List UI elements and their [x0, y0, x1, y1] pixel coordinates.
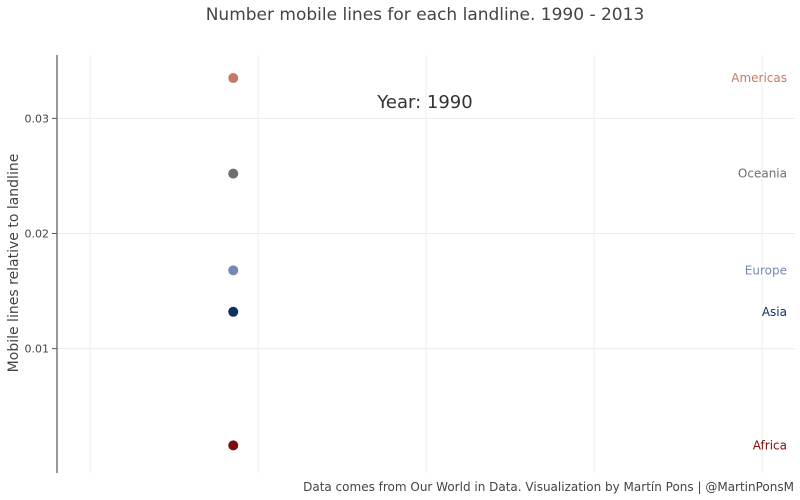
- y-tick-label-2: 0.03: [25, 112, 50, 125]
- series-label-africa: Africa: [753, 438, 787, 452]
- y-tick-label-1: 0.02: [25, 227, 50, 240]
- data-points: [228, 73, 239, 451]
- series-label-europe: Europe: [745, 263, 787, 277]
- gridlines: [57, 55, 795, 473]
- point-africa: [228, 440, 239, 451]
- series-label-asia: Asia: [762, 305, 787, 319]
- point-americas: [228, 73, 239, 84]
- series-label-oceania: Oceania: [738, 167, 787, 181]
- series-label-americas: Americas: [731, 71, 787, 85]
- point-europe: [228, 265, 239, 276]
- y-axis-label: Mobile lines relative to landline: [6, 154, 22, 373]
- series-labels: Americas Oceania Europe Asia Africa: [731, 71, 787, 452]
- chart-caption: Data comes from Our World in Data. Visua…: [303, 480, 794, 494]
- y-ticks: 0.01 0.02 0.03: [25, 112, 57, 356]
- point-asia: [228, 306, 239, 317]
- y-tick-label-0: 0.01: [25, 343, 50, 356]
- chart-title: Number mobile lines for each landline. 1…: [206, 5, 645, 25]
- year-annotation: Year: 1990: [376, 92, 472, 113]
- point-oceania: [228, 168, 239, 179]
